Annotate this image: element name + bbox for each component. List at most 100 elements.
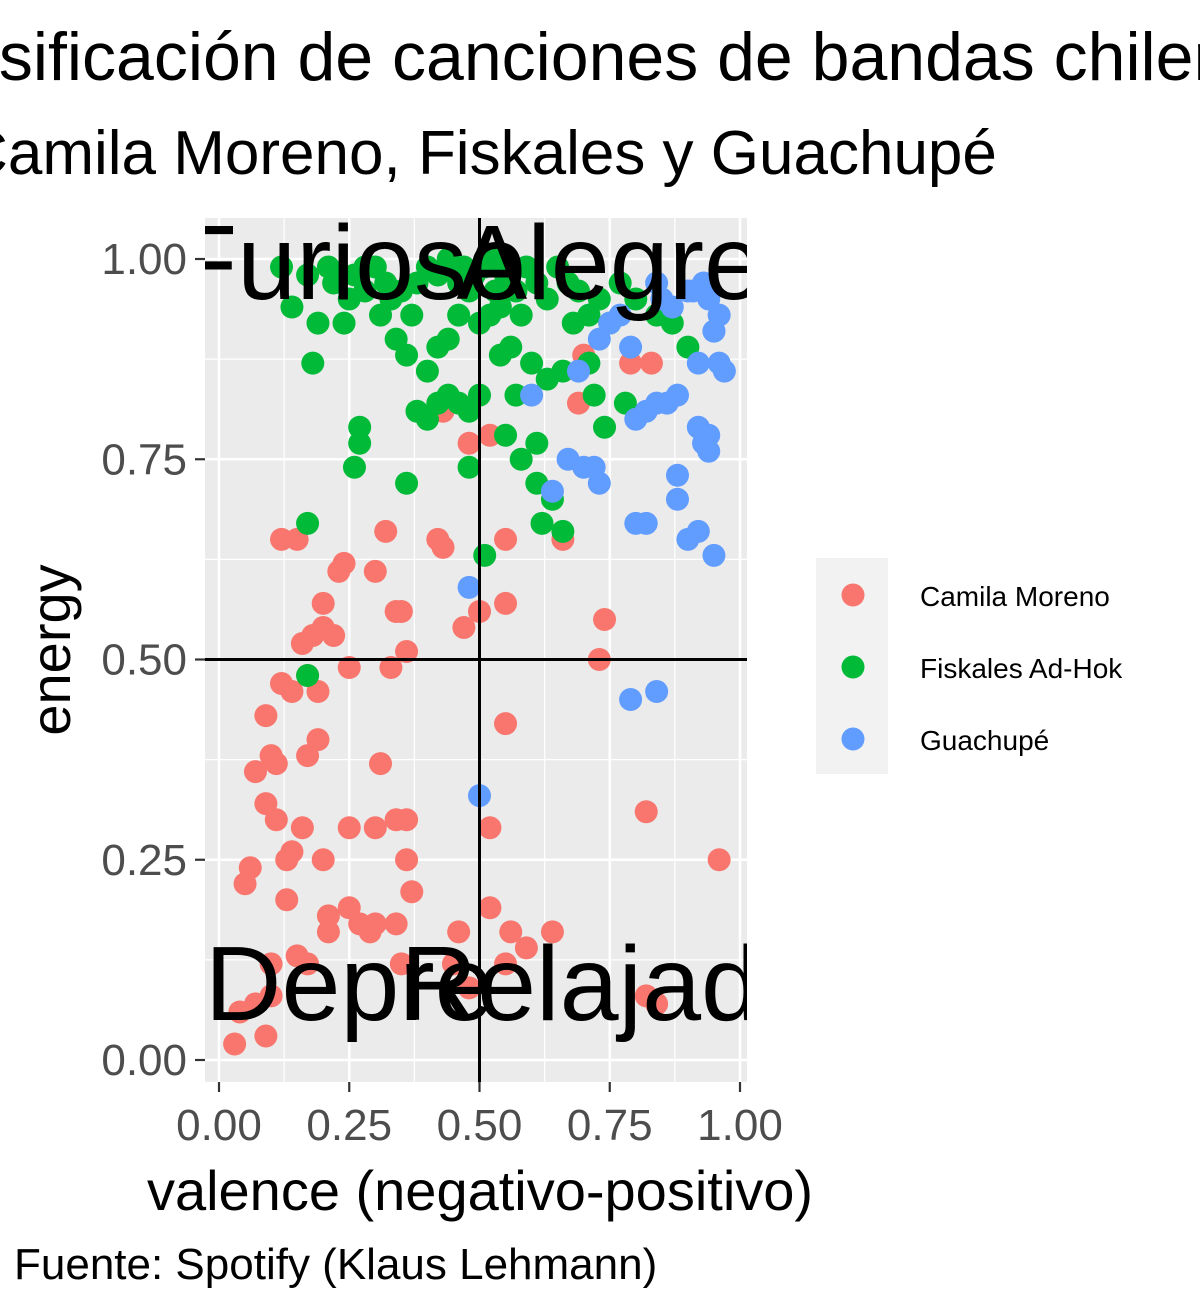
- legend: Camila Moreno Fiskales Ad-Hok Guachupé: [816, 558, 1123, 774]
- data-point: [587, 471, 611, 495]
- data-point: [608, 271, 632, 295]
- legend-key: [841, 655, 865, 679]
- data-point: [259, 984, 283, 1008]
- x-tick-label: 0.75: [567, 1101, 653, 1150]
- x-tick-label: 0.50: [437, 1101, 523, 1150]
- data-point: [494, 423, 518, 447]
- data-point: [280, 840, 304, 864]
- data-point: [389, 952, 413, 976]
- data-point: [457, 575, 481, 599]
- data-point: [436, 327, 460, 351]
- data-point: [259, 952, 283, 976]
- data-point: [306, 728, 330, 752]
- chart-title: Clasificación de canciones de bandas chi…: [0, 19, 1200, 95]
- data-point: [686, 351, 710, 375]
- quadrant-label: Furioso: [173, 204, 526, 322]
- data-point: [275, 888, 299, 912]
- y-tick-label: 0.00: [101, 1036, 187, 1085]
- data-point: [264, 752, 288, 776]
- data-point: [223, 1032, 247, 1056]
- data-point: [431, 535, 455, 559]
- data-point: [494, 712, 518, 736]
- data-point: [702, 319, 726, 343]
- data-point: [270, 255, 294, 279]
- legend-label: Camila Moreno: [920, 581, 1110, 612]
- y-tick-label: 0.50: [101, 636, 187, 685]
- data-point: [280, 680, 304, 704]
- data-point: [384, 912, 408, 936]
- data-point: [306, 311, 330, 335]
- data-point: [494, 591, 518, 615]
- data-point: [395, 471, 419, 495]
- data-point: [478, 816, 502, 840]
- data-point: [441, 952, 465, 976]
- data-point: [488, 343, 512, 367]
- data-point: [322, 623, 346, 647]
- data-point: [520, 351, 544, 375]
- data-point: [593, 607, 617, 631]
- data-point: [316, 920, 340, 944]
- data-point: [504, 279, 528, 303]
- data-point: [494, 527, 518, 551]
- data-point: [415, 359, 439, 383]
- data-point: [686, 415, 710, 439]
- legend-label: Guachupé: [920, 725, 1049, 756]
- data-point: [316, 904, 340, 928]
- quadrant-label: Relajado: [401, 925, 819, 1043]
- data-point: [514, 936, 538, 960]
- data-point: [624, 287, 648, 311]
- x-tick-label: 0.00: [176, 1101, 262, 1150]
- data-point: [400, 303, 424, 327]
- data-point: [593, 415, 617, 439]
- data-point: [582, 383, 606, 407]
- data-point: [363, 559, 387, 583]
- data-point: [337, 816, 361, 840]
- data-point: [702, 543, 726, 567]
- data-point: [342, 455, 366, 479]
- data-point: [707, 848, 731, 872]
- data-point: [634, 511, 658, 535]
- data-point: [311, 848, 335, 872]
- data-point: [332, 551, 356, 575]
- legend-key: [841, 727, 865, 751]
- data-point: [478, 896, 502, 920]
- data-point: [561, 311, 585, 335]
- legend-key: [841, 583, 865, 607]
- data-point: [374, 271, 398, 295]
- data-point: [238, 856, 262, 880]
- axes: 0.00 0.25 0.50 0.75 1.00 0.00 0.25 0.50 0.75 1.00…: [19, 235, 813, 1222]
- data-point: [634, 984, 658, 1008]
- data-point: [254, 1024, 278, 1048]
- quadrant-label: Alegre: [457, 204, 763, 322]
- data-point: [301, 351, 325, 375]
- data-point: [681, 279, 705, 303]
- data-point: [348, 431, 372, 455]
- data-points: [223, 247, 736, 1056]
- data-point: [535, 287, 559, 311]
- data-point: [332, 311, 356, 335]
- data-point: [400, 880, 424, 904]
- data-point: [525, 431, 549, 455]
- data-point: [290, 816, 314, 840]
- data-point: [457, 431, 481, 455]
- quadrant-label: Depre: [205, 925, 494, 1043]
- data-point: [712, 359, 736, 383]
- data-point: [619, 351, 643, 375]
- data-point: [337, 656, 361, 680]
- data-point: [540, 920, 564, 944]
- data-point: [665, 463, 689, 487]
- data-point: [619, 335, 643, 359]
- chart-caption: Fuente: Spotify (Klaus Lehmann): [14, 1240, 658, 1289]
- data-point: [447, 920, 471, 944]
- data-point: [264, 808, 288, 832]
- data-point: [566, 279, 590, 303]
- data-point: [634, 800, 658, 824]
- data-point: [311, 591, 335, 615]
- data-point: [447, 303, 471, 327]
- y-axis-label: energy: [19, 564, 82, 735]
- data-point: [369, 752, 393, 776]
- data-point: [665, 383, 689, 407]
- data-point: [285, 944, 309, 968]
- data-point: [363, 912, 387, 936]
